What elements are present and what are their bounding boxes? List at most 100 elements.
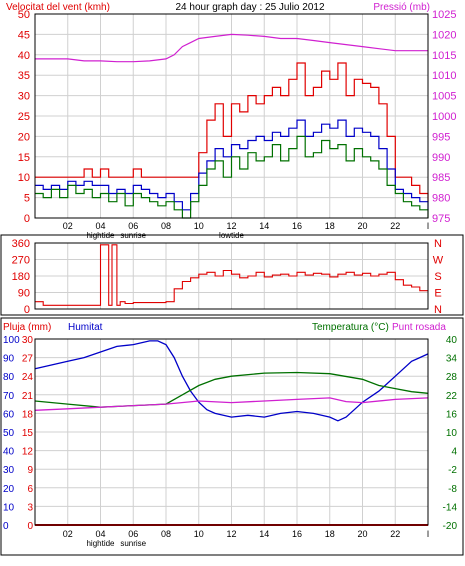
temperature-tick-label: -20 <box>443 521 458 532</box>
dew-point-label: Punt rosada <box>392 322 446 333</box>
humidity-label: Humitat <box>68 322 103 333</box>
left-tick-label: 15 <box>18 152 30 164</box>
humidity-tick-label: 0 <box>3 521 9 532</box>
right-tick-label: 1010 <box>432 70 456 82</box>
rain-tick-label: 21 <box>22 391 34 402</box>
rain-tick-label: 9 <box>27 465 33 476</box>
x-annotation: sunrise <box>120 539 146 548</box>
x-tick-label: 08 <box>161 221 171 231</box>
data-series <box>35 244 428 306</box>
right-tick-label: 1020 <box>432 29 456 41</box>
gridlines <box>35 339 428 525</box>
x-tick-label: 02 <box>63 529 73 539</box>
tick-labels: 0369121518212427301009080706050403020100… <box>3 335 457 548</box>
panel-frame <box>0 234 464 316</box>
left-tick-label: 35 <box>18 70 30 82</box>
x-tick-label: 06 <box>128 221 138 231</box>
temperature-tick-label: 16 <box>446 409 458 420</box>
left-tick-label: 0 <box>24 213 30 225</box>
humidity-tick-label: 20 <box>3 484 15 495</box>
x-tick-label: l <box>427 221 429 231</box>
rain-tick-label: 3 <box>27 502 33 513</box>
x-tick-label: 08 <box>161 529 171 539</box>
rain-tick-label: 0 <box>27 521 33 532</box>
pressure-line <box>35 33 428 63</box>
right-tick-label: 980 <box>432 193 450 205</box>
temperature-tick-label: -2 <box>448 465 457 476</box>
right-tick-label: 975 <box>432 213 450 225</box>
x-tick-label: 14 <box>259 221 269 231</box>
x-tick-label: 20 <box>357 529 367 539</box>
pressure-label: Pressió (mb) <box>373 2 430 13</box>
left-tick-label: 270 <box>12 255 30 267</box>
temperature-tick-label: 34 <box>446 354 458 365</box>
x-tick-label: 10 <box>194 529 204 539</box>
rain-tick-label: 12 <box>22 447 34 458</box>
rain-tick-label: 30 <box>22 335 34 346</box>
left-tick-label: 30 <box>18 91 30 103</box>
rain-tick-label: 27 <box>22 354 34 365</box>
left-tick-label: 40 <box>18 50 30 62</box>
humidity-tick-label: 100 <box>3 335 20 346</box>
left-tick-label: 50 <box>18 9 30 21</box>
compass-label: E <box>434 288 441 300</box>
plot-frame <box>34 242 429 310</box>
right-tick-label: 995 <box>432 131 450 143</box>
x-tick-label: 10 <box>194 221 204 231</box>
data-series <box>35 33 429 219</box>
x-tick-label: 12 <box>226 221 236 231</box>
tick-labels: 0510152025303540455097598098599099510001… <box>18 9 457 240</box>
x-tick-label: 02 <box>63 221 73 231</box>
left-tick-label: 5 <box>24 193 30 205</box>
x-annotation: hightide <box>86 539 115 548</box>
right-tick-label: 1000 <box>432 111 456 123</box>
right-tick-label: 1005 <box>432 91 456 103</box>
x-tick-label: 20 <box>357 221 367 231</box>
plot-frame <box>34 338 429 526</box>
rain-tick-label: 6 <box>27 484 33 495</box>
left-tick-label: 180 <box>12 271 30 283</box>
rain-tick-label: 15 <box>22 428 34 439</box>
compass-label: S <box>434 271 441 283</box>
graph-title: 24 hour graph day : 25 Julio 2012 <box>176 2 325 13</box>
x-tick-label: 18 <box>325 221 335 231</box>
temperature-humidity-panel: Pluja (mm) Humitat Temperatura (°C) Punt… <box>0 317 464 556</box>
humidity-tick-label: 60 <box>3 409 15 420</box>
x-tick-label: 16 <box>292 221 302 231</box>
right-tick-label: 1025 <box>432 9 456 21</box>
right-tick-label: 1015 <box>432 50 456 62</box>
wind-direction-line <box>35 244 428 306</box>
temperature-tick-label: 28 <box>446 372 458 383</box>
gridlines <box>35 243 428 309</box>
x-tick-label: 04 <box>95 529 105 539</box>
temperature-tick-label: 10 <box>446 428 458 439</box>
left-tick-label: 45 <box>18 29 30 41</box>
temperature-tick-label: -14 <box>443 502 458 513</box>
x-tick-label: 16 <box>292 529 302 539</box>
left-tick-label: 10 <box>18 172 30 184</box>
left-tick-label: 90 <box>18 288 30 300</box>
x-tick-label: 14 <box>259 529 269 539</box>
wind-gust-line <box>35 62 429 202</box>
compass-label: N <box>434 304 442 316</box>
x-tick-label: l <box>427 529 429 539</box>
rain-tick-label: 18 <box>22 409 34 420</box>
humidity-tick-label: 50 <box>3 428 15 439</box>
humidity-tick-label: 80 <box>3 372 15 383</box>
humidity-tick-label: 30 <box>3 465 15 476</box>
right-tick-label: 990 <box>432 152 450 164</box>
humidity-tick-label: 90 <box>3 354 15 365</box>
plot-frame <box>34 13 429 219</box>
left-tick-label: 360 <box>12 238 30 250</box>
temperature-label: Temperatura (°C) <box>312 322 389 333</box>
x-tick-label: 06 <box>128 529 138 539</box>
compass-label: N <box>434 238 442 250</box>
rain-tick-label: 24 <box>22 372 34 383</box>
compass-label: W <box>433 255 444 267</box>
rain-label: Pluja (mm) <box>3 322 51 333</box>
temperature-tick-label: -8 <box>448 484 457 495</box>
temperature-tick-label: 40 <box>446 335 458 346</box>
dew-point-line <box>34 397 429 411</box>
